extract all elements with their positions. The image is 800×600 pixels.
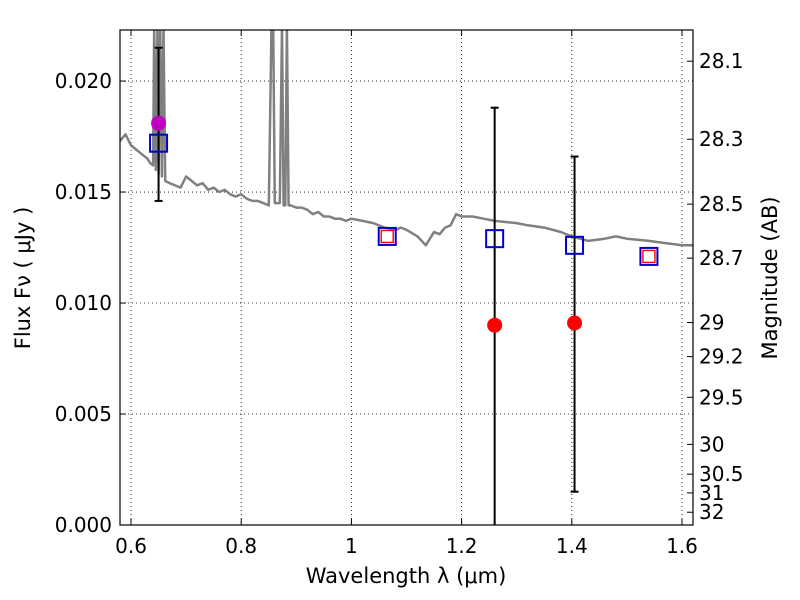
plot-area bbox=[120, 30, 693, 525]
y-tick-label: 0.010 bbox=[55, 291, 112, 315]
axis-ticks: 0.6 0.8 1 1.2 1.4 1.6 0.000 0.005 0.010 0.015 0.02… bbox=[55, 30, 744, 558]
right-tick-label: 28.1 bbox=[699, 49, 744, 73]
x-tick-label: 1.4 bbox=[556, 534, 588, 558]
right-tick-label: 29 bbox=[699, 311, 724, 335]
circle-red-point bbox=[487, 317, 503, 333]
square-blue-point bbox=[377, 226, 397, 246]
x-tick-label: 1.2 bbox=[446, 534, 478, 558]
y-tick-label: 0.005 bbox=[55, 402, 112, 426]
right-tick-label: 28.5 bbox=[699, 192, 744, 216]
square-blue-point bbox=[639, 246, 659, 266]
circle-red-point bbox=[567, 315, 583, 331]
model-spectrum-line bbox=[120, 30, 693, 247]
y-tick-label: 0.020 bbox=[55, 69, 112, 93]
square-blue-point bbox=[149, 133, 169, 153]
y-tick-label: 0.015 bbox=[55, 180, 112, 204]
right-tick-label: 31 bbox=[699, 481, 724, 505]
right-tick-label: 32 bbox=[699, 500, 724, 524]
right-tick-label: 28.7 bbox=[699, 246, 744, 270]
right-tick-label: 29.5 bbox=[699, 385, 744, 409]
square-red-point bbox=[380, 229, 394, 244]
square-blue-point bbox=[565, 235, 585, 255]
grid-lines bbox=[120, 30, 693, 526]
right-tick-label: 29.2 bbox=[699, 345, 744, 369]
right-tick-label: 30 bbox=[699, 432, 724, 456]
y-tick-label: 0.000 bbox=[55, 513, 112, 537]
square-red-point bbox=[642, 249, 656, 264]
right-axis-label: Magnitude (AB) bbox=[758, 196, 782, 359]
plot-background bbox=[120, 30, 693, 525]
right-tick-label: 30.5 bbox=[699, 462, 744, 486]
x-tick-label: 1 bbox=[345, 534, 358, 558]
x-tick-label: 1.6 bbox=[666, 534, 698, 558]
x-tick-label: 0.6 bbox=[115, 534, 147, 558]
x-tick-label: 0.8 bbox=[225, 534, 257, 558]
circle-magenta-point bbox=[151, 115, 167, 131]
x-axis-label: Wavelength λ (μm) bbox=[306, 564, 507, 588]
square-blue-point bbox=[485, 229, 505, 249]
plot-frame bbox=[119, 29, 694, 526]
y-axis-label: Flux Fν ( μJy ) bbox=[11, 207, 35, 350]
right-tick-label: 28.3 bbox=[699, 127, 744, 151]
error-bar-caps bbox=[154, 46, 579, 493]
